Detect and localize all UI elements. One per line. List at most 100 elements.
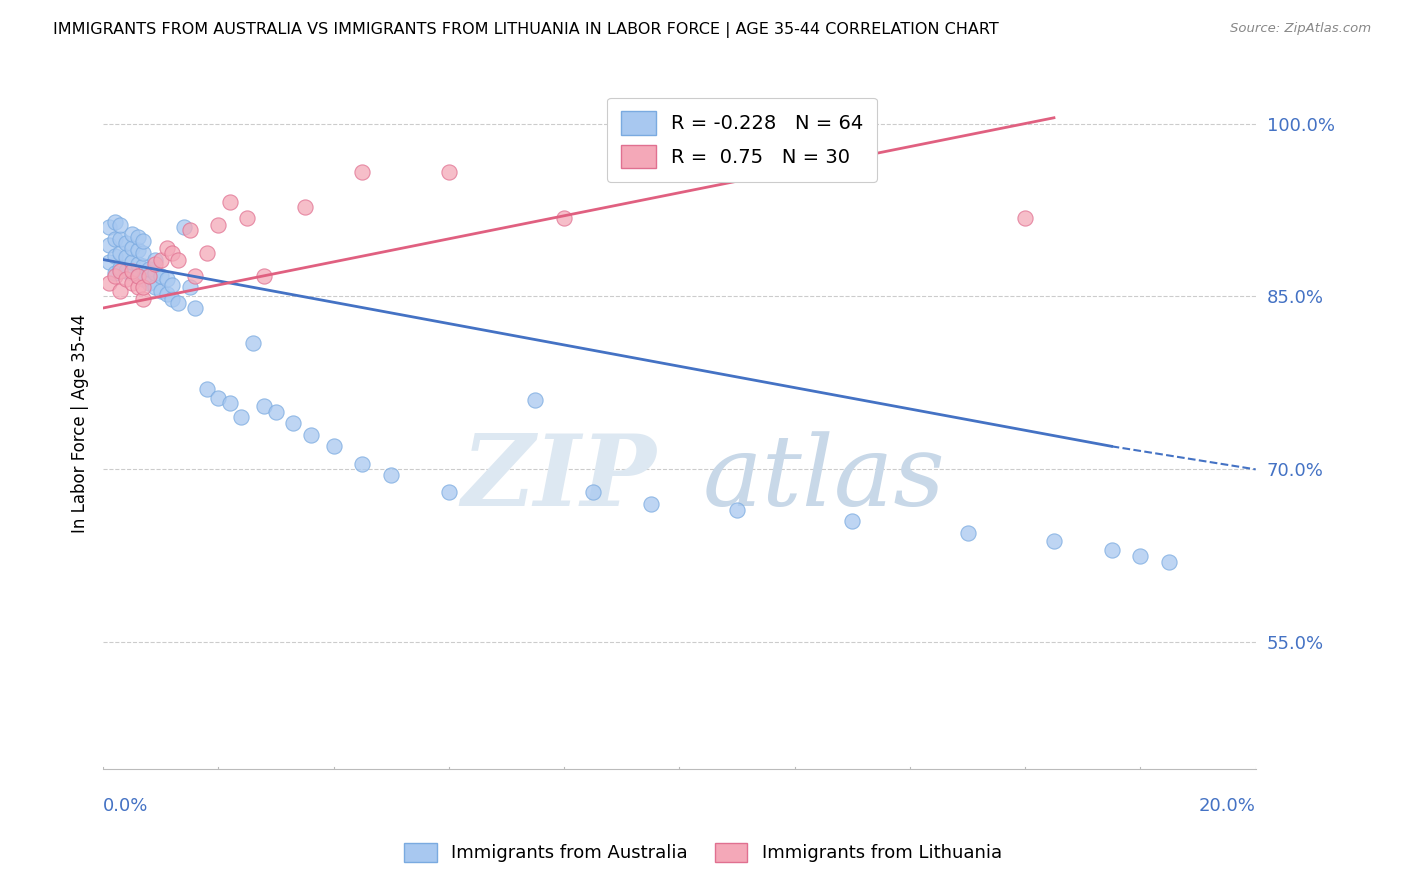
Point xyxy=(115,264,138,278)
Point xyxy=(149,284,172,298)
Text: IMMIGRANTS FROM AUSTRALIA VS IMMIGRANTS FROM LITHUANIA IN LABOR FORCE | AGE 35-4: IMMIGRANTS FROM AUSTRALIA VS IMMIGRANTS … xyxy=(53,22,1000,38)
Point xyxy=(352,457,374,471)
Point xyxy=(179,280,201,294)
Point xyxy=(97,237,120,252)
Point xyxy=(207,218,229,232)
Point xyxy=(127,257,149,271)
Point xyxy=(956,525,979,540)
Point xyxy=(207,391,229,405)
Point xyxy=(110,245,132,260)
Point xyxy=(121,227,143,242)
Point xyxy=(155,272,177,286)
Point xyxy=(553,211,575,225)
Point xyxy=(155,287,177,301)
Text: ZIP: ZIP xyxy=(461,430,657,527)
Legend: R = -0.228   N = 64, R =  0.75   N = 30: R = -0.228 N = 64, R = 0.75 N = 30 xyxy=(607,97,877,182)
Point xyxy=(127,280,149,294)
Point xyxy=(132,292,155,306)
Text: Source: ZipAtlas.com: Source: ZipAtlas.com xyxy=(1230,22,1371,36)
Point xyxy=(138,276,160,290)
Point xyxy=(97,220,120,235)
Point xyxy=(195,382,218,396)
Point xyxy=(179,222,201,236)
Point xyxy=(110,218,132,232)
Point xyxy=(143,252,166,267)
Point xyxy=(640,497,662,511)
Point xyxy=(783,142,806,156)
Point xyxy=(104,214,127,228)
Point xyxy=(127,229,149,244)
Point xyxy=(110,260,132,275)
Point xyxy=(127,268,149,283)
Point xyxy=(253,268,276,283)
Point xyxy=(121,267,143,281)
Y-axis label: In Labor Force | Age 35-44: In Labor Force | Age 35-44 xyxy=(72,314,89,533)
Point xyxy=(115,250,138,264)
Point xyxy=(1159,555,1181,569)
Point xyxy=(524,393,547,408)
Point xyxy=(121,241,143,255)
Point xyxy=(155,241,177,255)
Point xyxy=(104,268,127,283)
Legend: Immigrants from Australia, Immigrants from Lithuania: Immigrants from Australia, Immigrants fr… xyxy=(396,836,1010,870)
Point xyxy=(264,405,287,419)
Point xyxy=(162,277,184,292)
Point xyxy=(97,255,120,269)
Text: 0.0%: 0.0% xyxy=(103,797,149,814)
Point xyxy=(132,245,155,260)
Point xyxy=(104,267,127,281)
Point xyxy=(841,514,863,528)
Point xyxy=(184,268,207,283)
Point xyxy=(184,301,207,315)
Point xyxy=(1101,543,1123,558)
Text: atlas: atlas xyxy=(703,431,945,526)
Point xyxy=(132,272,155,286)
Point xyxy=(115,272,138,286)
Point xyxy=(582,485,605,500)
Point xyxy=(143,267,166,281)
Point xyxy=(725,502,748,516)
Point xyxy=(195,245,218,260)
Point xyxy=(138,268,160,283)
Point xyxy=(110,284,132,298)
Point xyxy=(149,252,172,267)
Point xyxy=(167,296,190,310)
Point xyxy=(294,200,316,214)
Point xyxy=(283,417,305,431)
Point xyxy=(162,245,184,260)
Point xyxy=(110,232,132,246)
Point xyxy=(121,276,143,290)
Point xyxy=(236,211,259,225)
Point xyxy=(167,252,190,267)
Point xyxy=(127,268,149,283)
Point xyxy=(127,244,149,258)
Point xyxy=(97,276,120,290)
Point xyxy=(1043,533,1066,548)
Point xyxy=(138,261,160,276)
Point xyxy=(242,335,264,350)
Point xyxy=(380,468,402,483)
Point xyxy=(115,236,138,251)
Point xyxy=(437,165,460,179)
Point xyxy=(104,232,127,246)
Point xyxy=(162,292,184,306)
Point xyxy=(121,255,143,269)
Point xyxy=(299,427,322,442)
Point xyxy=(1129,549,1152,563)
Point xyxy=(253,399,276,413)
Point xyxy=(104,249,127,263)
Point xyxy=(132,234,155,248)
Point xyxy=(173,220,195,235)
Point xyxy=(219,194,242,209)
Text: 20.0%: 20.0% xyxy=(1199,797,1256,814)
Point xyxy=(110,264,132,278)
Point xyxy=(219,395,242,409)
Point xyxy=(1014,211,1036,225)
Point xyxy=(132,260,155,274)
Point xyxy=(132,280,155,294)
Point xyxy=(143,257,166,271)
Point xyxy=(322,439,344,453)
Point xyxy=(121,264,143,278)
Point xyxy=(352,165,374,179)
Point xyxy=(231,410,253,425)
